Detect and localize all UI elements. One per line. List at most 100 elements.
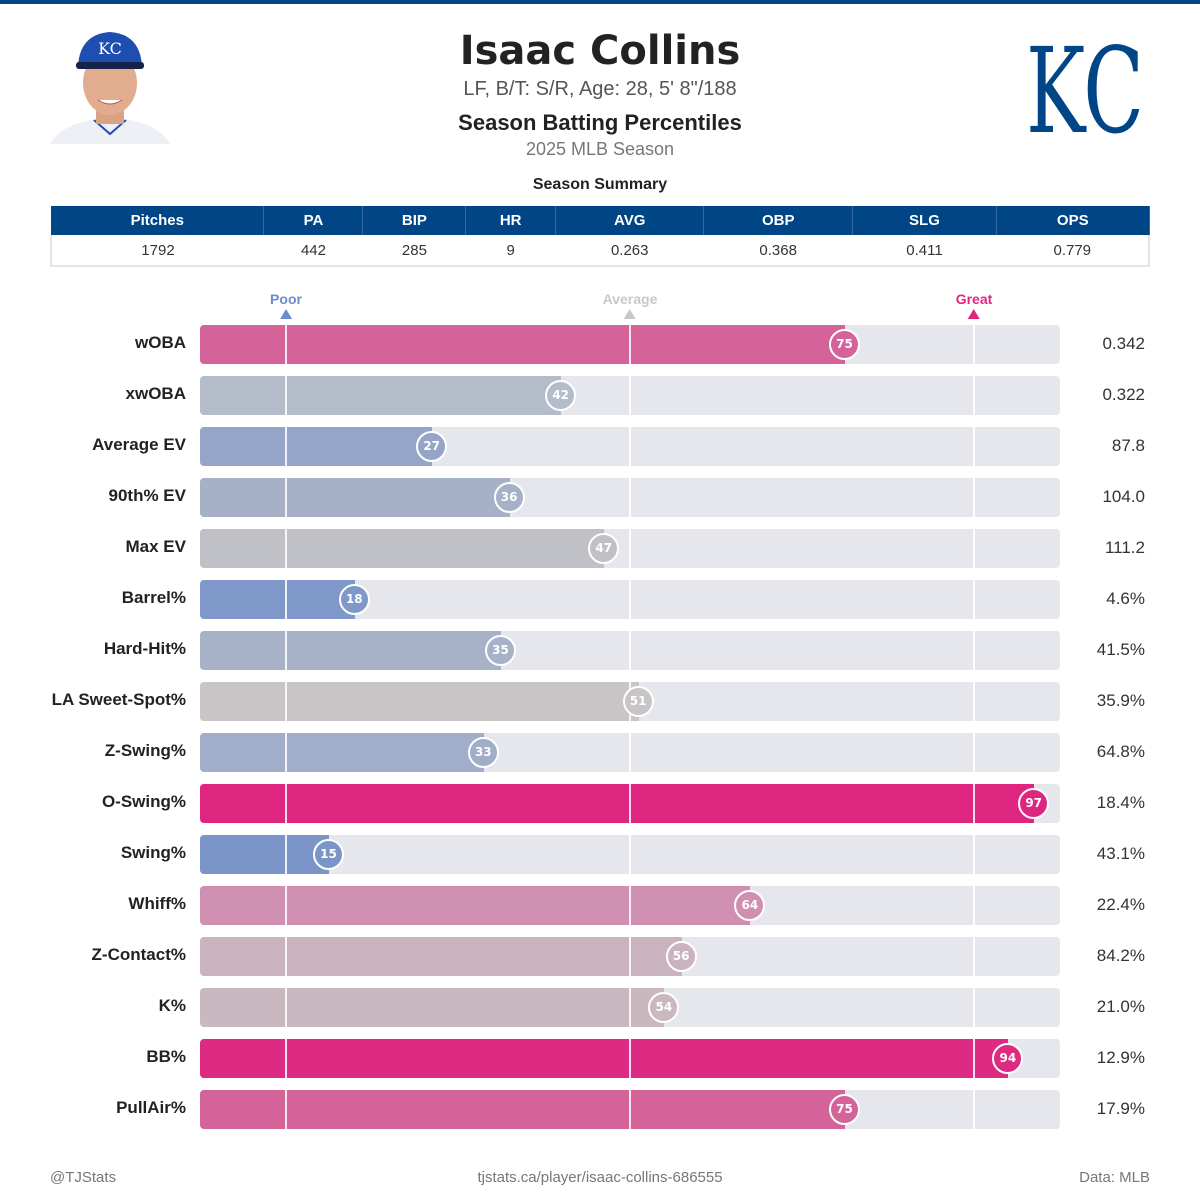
metric-row: Z-Swing% 33 64.8%	[0, 733, 1200, 772]
percentile-bar-fill	[200, 835, 329, 874]
poor-line	[285, 988, 287, 1027]
percentile-badge: 27	[416, 431, 448, 462]
metric-row: xwOBA 42 0.322	[0, 376, 1200, 415]
summary-value-7: 0.779	[996, 235, 1151, 267]
summary-header-3: HR	[465, 206, 556, 235]
average-line	[629, 631, 631, 670]
player-name: Isaac Collins	[459, 28, 741, 74]
percentile-bar-fill	[200, 1090, 845, 1129]
percentile-bar-track: 56	[200, 937, 1060, 976]
percentile-badge: 36	[493, 482, 525, 513]
metric-row: Average EV 27 87.8	[0, 427, 1200, 466]
percentile-bar-track: 42	[200, 376, 1060, 415]
metric-row: BB% 94 12.9%	[0, 1039, 1200, 1078]
player-info: LF, B/T: S/R, Age: 28, 5' 8"/188	[463, 78, 737, 100]
percentile-badge: 35	[485, 635, 516, 666]
percentile-badge: 15	[313, 839, 344, 870]
metric-label: K%	[158, 996, 186, 1015]
footer-handle: @TJStats	[50, 1169, 117, 1186]
percentile-badge: 47	[588, 533, 620, 564]
metric-value: 104.0	[1102, 487, 1145, 506]
average-line	[629, 1039, 631, 1078]
svg-text:KC: KC	[98, 39, 122, 58]
great-marker: Great	[956, 291, 992, 319]
metric-row: LA Sweet-Spot% 51 35.9%	[0, 682, 1200, 721]
summary-value-0: 1792	[50, 235, 264, 267]
season-label: 2025 MLB Season	[525, 139, 675, 159]
percentile-bar-fill	[200, 733, 484, 772]
percentile-bar-fill	[200, 580, 355, 619]
footer-source: Data: MLB	[1079, 1169, 1150, 1186]
average-line	[629, 937, 631, 976]
average-line	[629, 835, 631, 874]
team-logo: KC	[1026, 24, 1144, 144]
metric-row: Z-Contact% 56 84.2%	[0, 937, 1200, 976]
footer-url[interactable]: tjstats.ca/player/isaac-collins-686555	[477, 1169, 723, 1186]
percentile-bar-track: 54	[200, 988, 1060, 1027]
percentile-bar-fill	[200, 886, 751, 925]
poor-marker: Poor	[270, 291, 302, 319]
great-line	[973, 784, 975, 823]
percentile-bar-fill	[200, 937, 682, 976]
metric-value: 111.2	[1104, 538, 1145, 557]
summary-header-4: AVG	[555, 206, 705, 235]
page-title: Season Batting Percentiles	[458, 110, 742, 135]
summary-value-5: 0.368	[703, 235, 853, 267]
metric-value: 22.4%	[1096, 895, 1145, 914]
metric-value: 35.9%	[1096, 691, 1145, 710]
average-line	[629, 478, 631, 517]
percentile-bar-fill	[200, 376, 562, 415]
poor-line	[285, 325, 287, 364]
metric-value: 0.342	[1102, 334, 1145, 353]
percentile-bar-track: 97	[200, 784, 1060, 823]
average-line	[629, 988, 631, 1027]
average-line	[629, 580, 631, 619]
percentile-bar-fill	[200, 427, 433, 466]
summary-value-4: 0.263	[555, 235, 704, 267]
summary-title: Season Summary	[532, 176, 668, 193]
great-line	[973, 325, 975, 364]
percentile-badge: 64	[734, 890, 766, 921]
triangle-up-icon	[967, 309, 980, 319]
top-accent-bar	[0, 0, 1200, 4]
great-line	[973, 733, 975, 772]
average-line	[629, 1090, 631, 1129]
metric-row: Max EV 47 111.2	[0, 529, 1200, 568]
poor-line	[285, 529, 287, 568]
great-line	[973, 631, 975, 670]
percentile-bar-track: 47	[200, 529, 1060, 568]
summary-value-6: 0.411	[852, 235, 997, 267]
percentile-bar-fill	[200, 784, 1035, 823]
metric-label: xwOBA	[125, 384, 186, 403]
metric-value: 21.0%	[1096, 997, 1145, 1016]
metric-label: Z-Swing%	[104, 741, 186, 760]
triangle-up-icon	[624, 309, 636, 319]
percentile-bar-track: 35	[200, 631, 1060, 670]
season-summary-table: Pitches PA BIP HR AVG OBP SLG OPS 1792 442 285 9 0.2…	[50, 206, 1151, 267]
percentile-bar-fill	[200, 988, 665, 1027]
metric-value: 84.2%	[1096, 946, 1145, 965]
percentile-badge: 33	[467, 737, 499, 768]
summary-header-0: Pitches	[51, 206, 265, 235]
percentile-badge: 75	[829, 1094, 860, 1125]
percentile-badge: 56	[665, 941, 697, 972]
poor-line	[285, 682, 287, 721]
metric-row: Hard-Hit% 35 41.5%	[0, 631, 1200, 670]
great-line	[973, 886, 975, 925]
percentile-bar-fill	[200, 1039, 1009, 1078]
metric-label: wOBA	[135, 333, 186, 352]
percentile-bar-fill	[200, 325, 845, 364]
svg-text:KC: KC	[1026, 24, 1144, 144]
metric-label: LA Sweet-Spot%	[51, 690, 186, 709]
summary-value-2: 285	[362, 235, 466, 267]
metric-label: Average EV	[92, 435, 186, 454]
percentile-bar-track: 94	[200, 1039, 1060, 1078]
summary-value-3: 9	[465, 235, 556, 267]
metric-value: 4.6%	[1106, 589, 1145, 608]
average-line	[629, 376, 631, 415]
great-line	[973, 529, 975, 568]
poor-line	[285, 937, 287, 976]
summary-header-2: BIP	[362, 206, 467, 235]
metric-value: 64.8%	[1096, 742, 1145, 761]
metric-value: 0.322	[1102, 385, 1145, 404]
